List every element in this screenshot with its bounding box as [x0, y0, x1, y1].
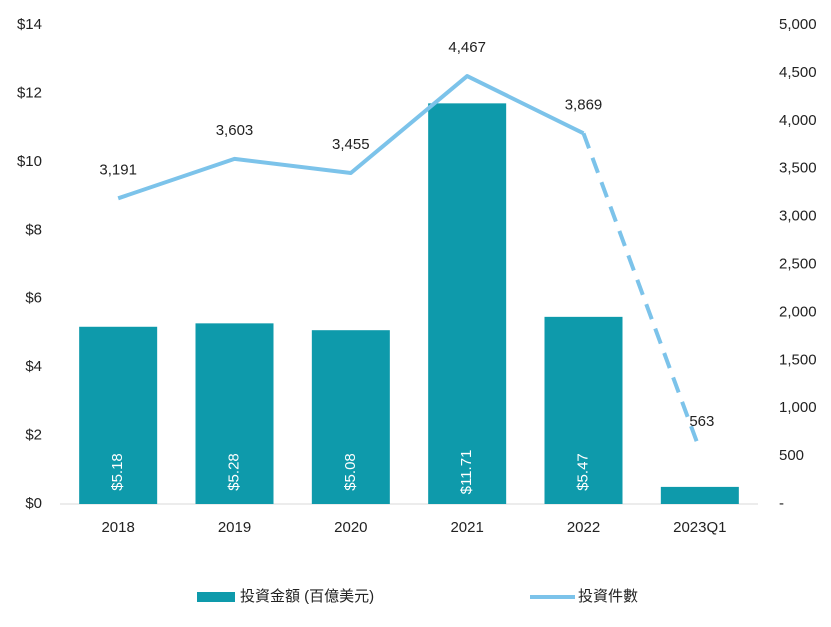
bar: [195, 323, 274, 504]
line-value-label: 563: [689, 413, 714, 430]
y-tick-label: $14: [17, 16, 42, 33]
y2-tick-label: 500: [779, 447, 804, 464]
y2-tick-label: 4,500: [779, 64, 817, 81]
y2-tick-label: 1,000: [779, 399, 817, 416]
bar-value-label: $5.47: [574, 453, 591, 491]
x-tick-label: 2021: [450, 519, 483, 536]
bar: [660, 486, 739, 504]
line: [117, 74, 585, 201]
y-tick-label: $8: [25, 221, 42, 238]
bar: [428, 103, 507, 505]
y-tick-label: $2: [25, 427, 42, 444]
y-tick-label: $0: [25, 495, 42, 512]
y2-tick-label: 3,000: [779, 208, 817, 225]
y2-tick-label: 5,000: [779, 16, 817, 33]
legend-swatch: [197, 592, 235, 602]
line-value-label: 3,603: [216, 122, 254, 139]
bar-value-label: $5.28: [225, 453, 242, 491]
bar-value-label: $11.71: [458, 450, 475, 495]
bar-value-label: $: [691, 467, 708, 476]
y2-tick-label: 3,500: [779, 160, 817, 177]
bar: [79, 326, 158, 504]
legend-label: 投資件數: [578, 588, 638, 605]
y2-tick-label: 2,500: [779, 255, 817, 272]
x-tick-label: 2018: [101, 519, 134, 536]
x-tick-label: 2020: [334, 519, 367, 536]
y2-tick-label: 4,000: [779, 112, 817, 129]
x-tick-label: 2022: [567, 519, 600, 536]
y2-tick-label: -: [779, 495, 784, 512]
bar-value-label: $5.08: [342, 453, 359, 491]
bar: [311, 330, 390, 504]
y-tick-label: $4: [25, 358, 42, 375]
y-tick-label: $10: [17, 153, 42, 170]
y2-tick-label: 1,500: [779, 351, 817, 368]
x-tick-label: 2019: [218, 519, 251, 536]
bar: [544, 316, 623, 504]
y2-tick-label: 2,000: [779, 303, 817, 320]
line-dashed: [581, 132, 702, 451]
line-value-label: 4,467: [448, 39, 486, 56]
line-value-label: 3,455: [332, 136, 370, 153]
x-tick-label: 2023Q1: [673, 519, 726, 536]
line-value-label: 3,869: [565, 96, 603, 113]
y-tick-label: $12: [17, 84, 42, 101]
legend-label: 投資金額 (百億美元): [240, 588, 374, 605]
line-value-label: 3,191: [99, 161, 137, 178]
y-tick-label: $6: [25, 290, 42, 307]
bar-value-label: $5.18: [109, 453, 126, 491]
